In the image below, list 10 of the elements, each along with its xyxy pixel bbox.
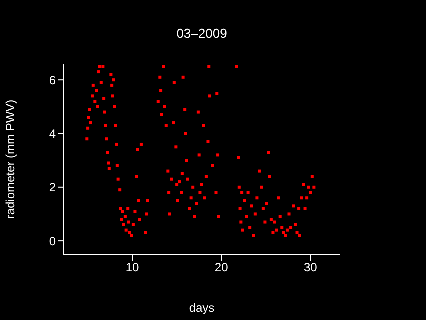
x-tick-label: 10 bbox=[126, 260, 140, 275]
y-tick-label: 6 bbox=[49, 73, 56, 88]
x-tick-label: 30 bbox=[304, 260, 318, 275]
y-tick-label: 0 bbox=[49, 234, 56, 248]
y-tick-label: 4 bbox=[49, 127, 56, 142]
x-tick-label: 20 bbox=[214, 260, 229, 275]
chart-title: 03–2009 bbox=[176, 26, 228, 41]
y-axis-title: radiometer (mm PWV) bbox=[3, 100, 18, 220]
x-axis-title: days bbox=[189, 301, 215, 315]
y-tick-label: 2 bbox=[49, 180, 56, 195]
